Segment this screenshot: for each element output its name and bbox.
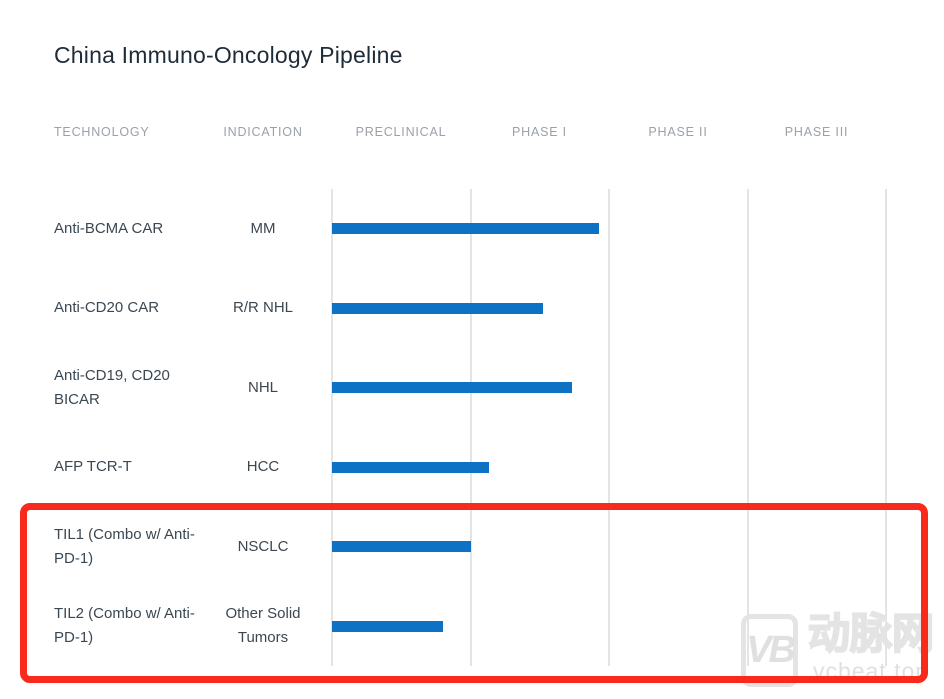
gridline (608, 189, 610, 666)
column-header-indication: INDICATION (223, 125, 303, 139)
row-technology-label: Anti-CD20 CAR (54, 299, 160, 317)
row-indication-label: MM (250, 219, 276, 237)
row-indication-label: NHL (247, 378, 278, 396)
pipeline-bar (332, 620, 443, 632)
row-indication-label: NSCLC (237, 537, 289, 555)
column-header-phase-iii: PHASE III (784, 125, 849, 139)
row-technology-label: AFP TCR-T (54, 458, 132, 476)
row-technology-label: Anti-BCMA CAR (54, 219, 164, 237)
column-header-technology: TECHNOLOGY (54, 125, 150, 139)
watermark-brand-cn: 动脉网 (807, 609, 935, 658)
row-technology-label: TIL1 (Combo w/ Anti-PD-1) (54, 525, 195, 567)
pipeline-bar (332, 223, 600, 235)
column-header-phase-ii: PHASE II (648, 125, 708, 139)
gridline (885, 189, 887, 666)
pipeline-bar (332, 461, 489, 473)
gridline (469, 189, 472, 666)
column-header-phase-i: PHASE I (512, 125, 567, 139)
row-indication-label: HCC (246, 458, 280, 476)
pipeline-bar (332, 541, 471, 553)
pipeline-bar (332, 302, 543, 314)
highlight-annotation-box (20, 503, 928, 683)
page-title: China Immuno-Oncology Pipeline (54, 42, 403, 68)
pipeline-bar (332, 382, 572, 394)
row-indication-label: Other Solid Tumors (225, 605, 301, 647)
watermark-vb-logo-icon: VB (741, 614, 798, 687)
row-technology-label: Anti-CD19, CD20 BICAR (54, 366, 170, 408)
gridline (746, 189, 749, 666)
row-indication-label: R/R NHL (232, 299, 293, 317)
column-header-preclinical: PRECLINICAL (355, 125, 447, 139)
gridline (331, 189, 333, 666)
row-technology-label: TIL2 (Combo w/ Anti-PD-1) (54, 605, 195, 647)
